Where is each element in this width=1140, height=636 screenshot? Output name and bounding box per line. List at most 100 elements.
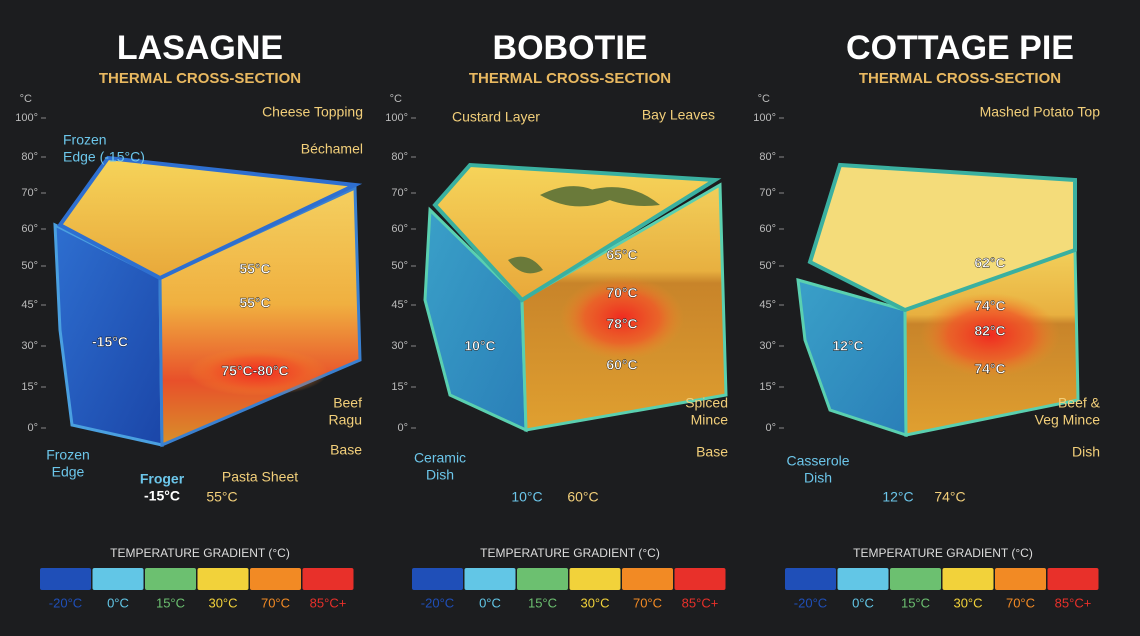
callout-label: 74°C	[934, 489, 965, 505]
legend-label: 85°C+	[682, 595, 719, 610]
legend-swatch	[464, 568, 516, 590]
legend-swatch	[622, 568, 673, 590]
callout-label: Dish	[1072, 444, 1100, 460]
legend-label: 0°C	[852, 595, 874, 610]
callout-label: Ragu	[329, 412, 362, 428]
legend-label: 30°C	[208, 595, 237, 610]
axis-label: 60°	[759, 223, 776, 235]
axis-label: 30°	[21, 340, 38, 352]
axis-label: 0°	[397, 422, 408, 434]
legend-label: 85°C+	[310, 595, 347, 610]
callout-label: 12°C	[882, 489, 913, 505]
temperature-label: 70°C	[606, 285, 637, 301]
temperature-label: 62°C	[974, 255, 1005, 271]
callout-label: Base	[330, 442, 362, 458]
legend-swatch	[890, 568, 941, 590]
legend-swatch	[995, 568, 1046, 590]
temperature-label: 12°C	[832, 338, 863, 354]
legend-label: 70°C	[261, 595, 290, 610]
callout-label: Pasta Sheet	[222, 469, 298, 485]
axis-label: 80°	[21, 151, 38, 163]
legend-label: 30°C	[580, 595, 609, 610]
axis-label: 80°	[391, 151, 408, 163]
axis-label: 15°	[759, 381, 776, 393]
axis-label: 50°	[21, 260, 38, 272]
axis-unit: °C	[390, 93, 402, 105]
temperature-label: 60°C	[606, 357, 637, 373]
callout-label: Beef	[333, 395, 362, 411]
legend-title: TEMPERATURE GRADIENT (°C)	[480, 546, 660, 560]
callout-label: Casserole	[786, 453, 849, 469]
axis-label: 60°	[391, 223, 408, 235]
legend-swatch	[837, 568, 889, 590]
axis-unit: °C	[758, 93, 770, 105]
legend-label: -20°C	[421, 595, 454, 610]
axis-label: 45°	[391, 299, 408, 311]
temperature-label: -15°C	[92, 334, 128, 350]
temperature-label: 65°C	[606, 247, 637, 263]
panel-subtitle: THERMAL CROSS-SECTION	[469, 70, 671, 87]
legend-swatch	[412, 568, 463, 590]
axis-label: 30°	[391, 340, 408, 352]
legend-label: 15°C	[528, 595, 557, 610]
legend-label: 15°C	[901, 595, 930, 610]
axis-label: 15°	[391, 381, 408, 393]
callout-label: 55°C	[206, 489, 237, 505]
legend-title: TEMPERATURE GRADIENT (°C)	[853, 546, 1033, 560]
cottage-pie-illustration	[796, 162, 1080, 438]
callout-label: Base	[696, 444, 728, 460]
callout-label: Bay Leaves	[642, 107, 715, 123]
legend-swatch	[942, 568, 994, 590]
legend-swatch	[302, 568, 354, 590]
legend-swatch	[1047, 568, 1099, 590]
legend-label: -20°C	[49, 595, 82, 610]
legend-label: -20°C	[794, 595, 827, 610]
axis-label: 60°	[21, 223, 38, 235]
panel-title: LASAGNE	[117, 29, 283, 67]
legend-label: 0°C	[107, 595, 129, 610]
callout-label: Edge (-15°C)	[63, 149, 145, 165]
callout-label: Veg Mince	[1035, 412, 1101, 428]
legend-swatch	[674, 568, 726, 590]
legend-label: 70°C	[1006, 595, 1035, 610]
callout-label: Spiced	[685, 395, 728, 411]
axis-label: 70°	[759, 187, 776, 199]
axis-label: 80°	[759, 151, 776, 163]
callout-label: 10°C	[511, 489, 542, 505]
legend-label: 30°C	[953, 595, 982, 610]
legend-swatch	[40, 568, 91, 590]
callout-label: Beef &	[1058, 395, 1101, 411]
panel-subtitle: THERMAL CROSS-SECTION	[859, 70, 1061, 87]
callout-label: Frozen	[46, 447, 90, 463]
legend-swatch	[569, 568, 621, 590]
axis-label: 0°	[27, 422, 38, 434]
axis-label: 0°	[765, 422, 776, 434]
callout-label: Dish	[426, 467, 454, 483]
temperature-label: 78°C	[606, 316, 637, 332]
callout-label: Ceramic	[414, 450, 466, 466]
callout-label: Béchamel	[301, 141, 363, 157]
callout-label: Mashed Potato Top	[980, 104, 1101, 120]
panel-subtitle: THERMAL CROSS-SECTION	[99, 70, 301, 87]
legend-label: 70°C	[633, 595, 662, 610]
legend-swatch	[250, 568, 301, 590]
axis-label: 45°	[759, 299, 776, 311]
temperature-label: 82°C	[974, 323, 1005, 339]
legend-swatch	[517, 568, 568, 590]
callout-label: Custard Layer	[452, 109, 540, 125]
axis-label: 70°	[391, 187, 408, 199]
legend-swatch	[145, 568, 196, 590]
legend-label: 0°C	[479, 595, 501, 610]
axis-label: 30°	[759, 340, 776, 352]
axis-label: 50°	[391, 260, 408, 272]
callout-label: Edge	[52, 464, 85, 480]
temperature-label: 55°C	[239, 261, 270, 277]
legend-title: TEMPERATURE GRADIENT (°C)	[110, 546, 290, 560]
legend-swatch	[197, 568, 249, 590]
axis-label: 45°	[21, 299, 38, 311]
callout-label: -15°C	[144, 488, 180, 504]
legend-label: 85°C+	[1055, 595, 1092, 610]
legend-label: 15°C	[156, 595, 185, 610]
callout-label: 60°C	[567, 489, 598, 505]
